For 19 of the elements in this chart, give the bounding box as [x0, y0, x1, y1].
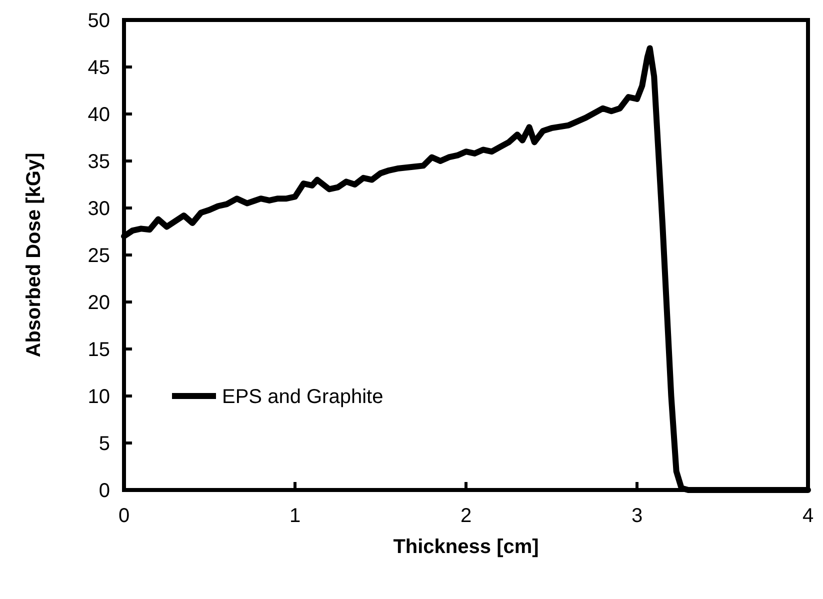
- legend-label: EPS and Graphite: [222, 386, 384, 408]
- x-tick-label: 3: [631, 505, 643, 527]
- x-tick-label: 0: [118, 505, 130, 527]
- y-tick-label: 5: [98, 433, 110, 455]
- y-axis-title: Absorbed Dose [kGy]: [23, 152, 45, 358]
- x-tick-label: 4: [802, 505, 814, 527]
- y-tick-label: 0: [98, 480, 110, 502]
- x-axis-title: Thickness [cm]: [393, 536, 539, 558]
- x-tick-label: 1: [289, 505, 301, 527]
- y-tick-label: 25: [88, 245, 110, 267]
- y-tick-label: 30: [88, 198, 110, 220]
- y-tick-label: 45: [88, 57, 110, 79]
- y-tick-label: 15: [88, 339, 110, 361]
- y-tick-label: 35: [88, 151, 110, 173]
- x-tick-label: 2: [460, 505, 472, 527]
- y-tick-label: 50: [88, 10, 110, 32]
- y-tick-label: 40: [88, 104, 110, 126]
- y-tick-label: 20: [88, 292, 110, 314]
- y-tick-label: 10: [88, 386, 110, 408]
